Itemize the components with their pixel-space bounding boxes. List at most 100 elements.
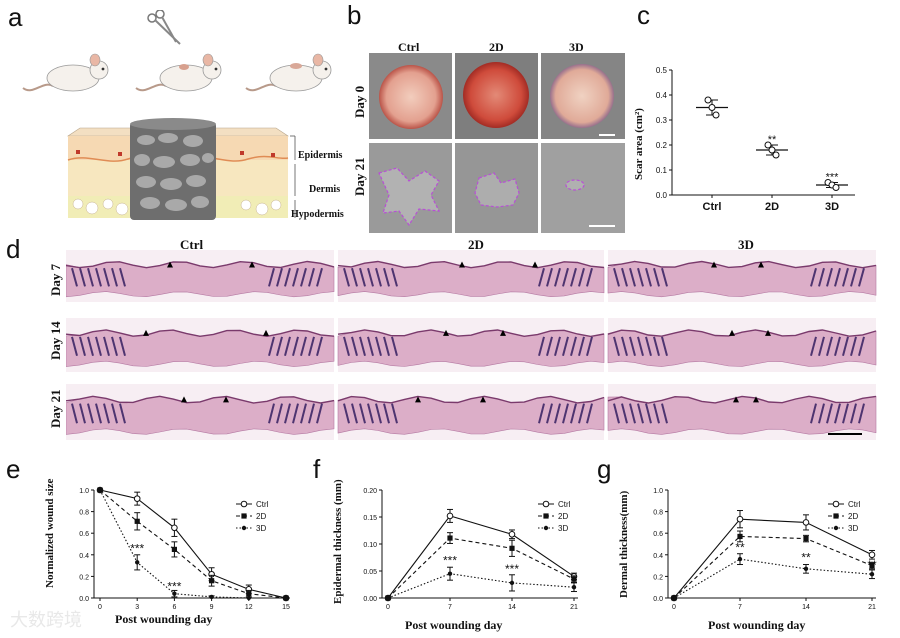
hair-follicle: [79, 336, 86, 357]
hair-follicle: [842, 336, 849, 357]
hair-follicle: [367, 403, 374, 424]
hair-follicle: [111, 336, 118, 357]
hair-follicle: [383, 267, 390, 287]
chart-e-ylabel: Normalized wound size: [44, 478, 56, 588]
hair-follicle: [842, 403, 849, 424]
hair-follicle: [586, 403, 593, 424]
layer-label-dermis: Dermis: [309, 184, 341, 195]
photo-day0-ctrl: [369, 53, 452, 139]
significance-label: **: [867, 558, 877, 572]
y-tick-label: 0.2: [656, 141, 668, 150]
hair-follicle: [316, 267, 323, 287]
significance-label: **: [735, 541, 745, 555]
histology-image: [337, 384, 605, 440]
photo-day21-2d: [455, 143, 538, 233]
data-point: [869, 572, 875, 577]
hair-follicle: [79, 403, 86, 424]
hair-follicle: [276, 336, 283, 357]
hair-follicle: [343, 403, 350, 424]
d-row-label-day14: Day 14: [48, 321, 63, 360]
row-label-day0: Day 0: [352, 85, 367, 118]
legend-label: 3D: [256, 524, 266, 533]
y-tick-label: 1.0: [653, 488, 663, 495]
hair-follicle: [375, 336, 382, 357]
data-point: [708, 104, 716, 111]
y-tick-label: 0.4: [653, 553, 663, 560]
x-tick-label: 3D: [825, 201, 839, 213]
panel-label-a: a: [8, 2, 23, 32]
hair-follicle: [818, 267, 825, 287]
x-tick-label: 2D: [765, 201, 779, 213]
hair-follicle: [391, 336, 398, 357]
legend-label: 2D: [256, 512, 266, 521]
hair-follicle: [111, 403, 118, 424]
d-column-label-3d: 3D: [738, 237, 754, 252]
wound-edge-arrow: [733, 396, 739, 403]
y-tick-label: 0.8: [79, 510, 89, 517]
data-point: [764, 141, 772, 149]
hair-follicle: [308, 267, 315, 287]
data-point: [803, 536, 809, 542]
hair-follicle: [383, 403, 390, 424]
series-line-2d: [99, 489, 287, 599]
epidermis-line: [607, 260, 877, 269]
hair-follicle: [850, 403, 857, 424]
hair-follicle: [95, 267, 102, 287]
chart-scar-area: 0.0 0.1 0.2 0.3 0.4 0.5 Ctrl 2D ** 3D ***: [656, 66, 855, 213]
hair-follicle: [351, 267, 358, 287]
hair-follicle: [637, 267, 644, 287]
hair-follicle: [858, 267, 865, 287]
x-tick-label: 15: [282, 604, 290, 611]
hair-follicle: [276, 267, 283, 287]
chart-dermal-thickness: 0.0 0.2 0.4 0.6 0.8 1.0 0 7 14 21 Ctrl 2D 3D ** ** **: [653, 488, 877, 611]
hair-follicle: [613, 403, 620, 424]
hair-follicle: [645, 403, 652, 424]
data-point: [671, 595, 677, 601]
photo-day0-3d: [541, 53, 625, 139]
x-tick-label: 21: [570, 604, 578, 611]
histology-image: [607, 250, 877, 302]
wound-edge-arrow: [181, 396, 187, 403]
x-tick-label: 0: [98, 604, 102, 611]
hair-follicle: [570, 336, 577, 357]
panel-label-f: f: [313, 454, 321, 484]
data-point: [868, 551, 876, 559]
hair-follicle: [284, 267, 291, 287]
hair-follicle: [546, 267, 553, 287]
hair-follicle: [375, 403, 382, 424]
hair-follicle: [570, 403, 577, 424]
x-tick-label: 3: [135, 604, 139, 611]
wound-edge-arrow: [532, 261, 538, 268]
column-label-3d: 3D: [569, 40, 584, 54]
row-label-day21: Day 21: [352, 157, 367, 196]
hair-follicle: [826, 403, 833, 424]
wound-edge-arrow: [263, 329, 269, 336]
hair-follicle: [284, 403, 291, 424]
legend-label: Ctrl: [558, 500, 571, 509]
data-point: [704, 96, 712, 104]
hair-follicle: [308, 336, 315, 357]
histology-image: [66, 384, 335, 440]
legend-marker: [241, 513, 247, 519]
histology-grid: [66, 250, 877, 440]
legend-marker: [542, 500, 550, 508]
hair-follicle: [87, 336, 94, 357]
hair-follicle: [292, 336, 299, 357]
panel-label-d: d: [6, 234, 21, 264]
data-point: [97, 487, 103, 493]
hair-follicle: [119, 267, 126, 287]
hair-follicle: [818, 336, 825, 357]
hair-follicle: [629, 267, 636, 287]
wound-edge-arrow: [249, 261, 255, 268]
series-line-2d: [387, 537, 575, 599]
x-tick-label: 0: [386, 604, 390, 611]
data-point: [209, 578, 215, 584]
chart-c-ylabel: Scar area (cm²): [633, 108, 645, 180]
legend-label: Ctrl: [256, 500, 269, 509]
hair-follicle: [562, 267, 569, 287]
wound-edge-arrow: [500, 329, 506, 336]
chart-wound-size: 0.0 0.2 0.4 0.6 0.8 1.0 0 3 6 9 12 15 Ctrl 2D 3D *** ***: [79, 486, 290, 611]
x-tick-label: 7: [448, 604, 452, 611]
wound-edge-arrow: [143, 329, 149, 336]
series-line-ctrl: [99, 489, 287, 599]
